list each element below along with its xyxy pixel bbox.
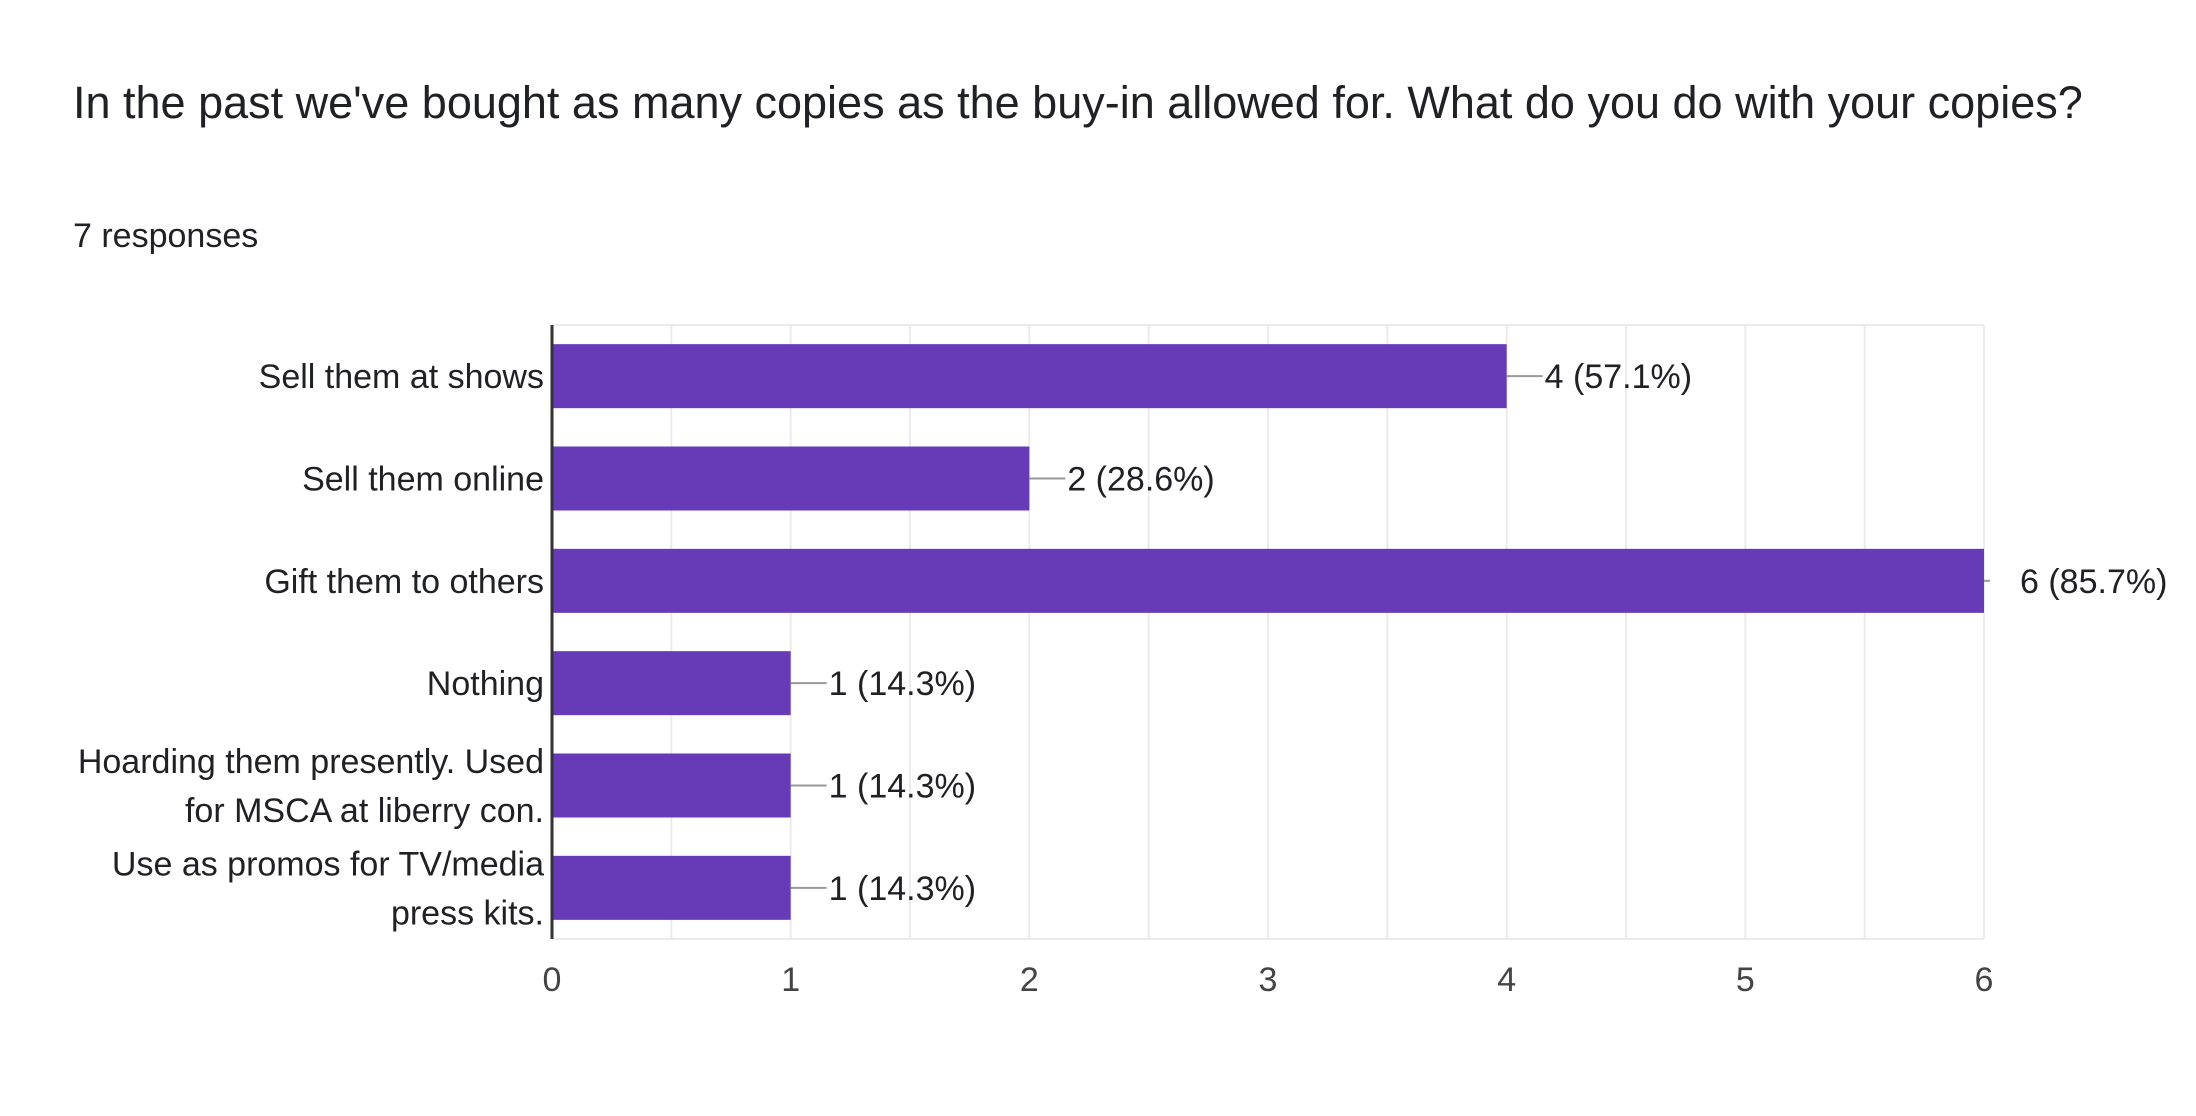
category-label: Sell them online — [302, 461, 544, 499]
x-tick-labels: 0 1 2 3 4 5 6 — [543, 961, 1994, 999]
category-label: press kits. — [391, 894, 544, 932]
question-title: In the past we've bought as many copies … — [73, 77, 2083, 128]
category-label: Gift them to others — [264, 563, 544, 601]
data-label: 2 (28.6%) — [1067, 461, 1214, 499]
x-tick-label: 3 — [1259, 961, 1278, 999]
category-label: Nothing — [427, 665, 544, 703]
category-label: Use as promos for TV/media — [112, 845, 544, 883]
data-label-leaders — [790, 375, 1990, 889]
bar — [552, 855, 791, 920]
x-tick-label: 6 — [1975, 961, 1994, 999]
response-count: 7 responses — [73, 217, 259, 255]
grid-lines — [551, 324, 1985, 940]
bar — [552, 446, 1030, 511]
x-tick-label: 4 — [1497, 961, 1516, 999]
data-label: 4 (57.1%) — [1545, 358, 1692, 396]
bars — [552, 344, 1984, 920]
category-label: for MSCA at liberry con. — [185, 792, 544, 830]
x-tick-label: 1 — [781, 961, 800, 999]
category-labels: Sell them at shows Sell them online Gift t… — [78, 358, 544, 932]
x-tick-label: 0 — [543, 961, 562, 999]
data-label: 1 (14.3%) — [829, 870, 976, 908]
bar — [552, 753, 791, 818]
bar — [552, 344, 1507, 409]
data-label: 1 (14.3%) — [829, 768, 976, 806]
x-tick-label: 5 — [1736, 961, 1755, 999]
bar — [552, 548, 1984, 613]
category-label: Sell them at shows — [259, 358, 544, 396]
bar — [552, 651, 791, 716]
data-labels: 4 (57.1%) 2 (28.6%) 6 (85.7%) 1 (14.3%) 1 (1… — [829, 358, 2168, 908]
data-label: 6 (85.7%) — [2020, 563, 2167, 601]
data-label: 1 (14.3%) — [829, 665, 976, 703]
category-label: Hoarding them presently. Used — [78, 743, 544, 781]
x-tick-label: 2 — [1020, 961, 1039, 999]
